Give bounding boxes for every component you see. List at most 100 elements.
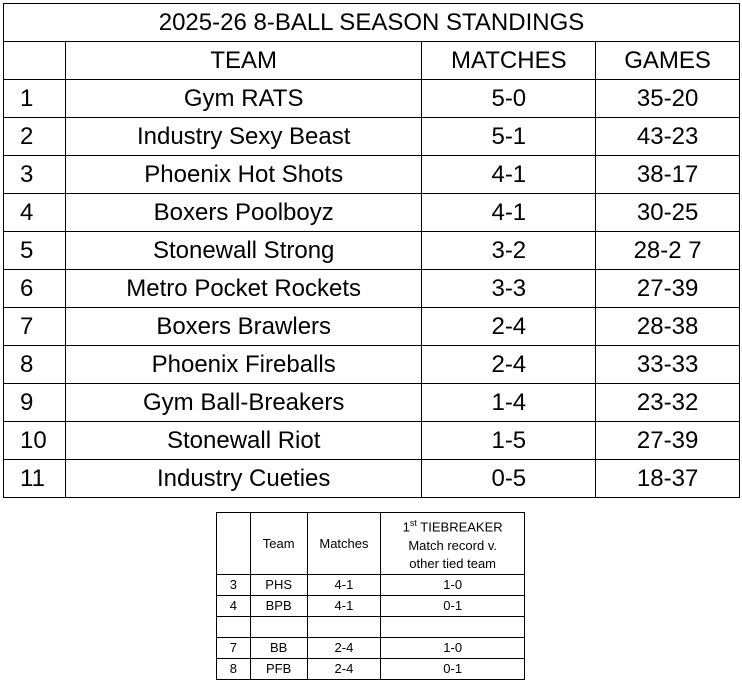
team-cell: Gym Ball-Breakers bbox=[64, 383, 423, 422]
team-cell: PHS bbox=[249, 574, 308, 596]
spacer-row bbox=[216, 616, 525, 638]
games-cell: 28-38 bbox=[595, 307, 740, 346]
games-cell: 33-33 bbox=[595, 345, 740, 384]
games-cell: 30-25 bbox=[595, 193, 740, 232]
table-title: 2025-26 8-BALL SEASON STANDINGS bbox=[3, 3, 740, 42]
standings-table: 2025-26 8-BALL SEASON STANDINGS TEAM MAT… bbox=[3, 3, 740, 498]
matches-cell: 1-5 bbox=[421, 421, 597, 460]
rank-cell: 4 bbox=[216, 595, 251, 617]
rank-cell: 7 bbox=[216, 637, 251, 659]
rank-cell: 9 bbox=[3, 383, 66, 422]
standings-row: 11 Industry Cueties 0-5 18-37 bbox=[3, 459, 740, 498]
team-cell: BPB bbox=[249, 595, 308, 617]
title-row: 2025-26 8-BALL SEASON STANDINGS bbox=[3, 3, 740, 42]
standings-row: 6 Metro Pocket Rockets 3-3 27-39 bbox=[3, 269, 740, 308]
tiebreaker-body: Team Matches 1st TIEBREAKER Match record… bbox=[216, 512, 525, 680]
team-cell: Boxers Poolboyz bbox=[64, 193, 423, 232]
standings-row: 3 Phoenix Hot Shots 4-1 38-17 bbox=[3, 155, 740, 194]
matches-cell: 3-2 bbox=[421, 231, 597, 270]
ordinal-suffix: st bbox=[409, 518, 417, 529]
tiebreaker-row: 3 PHS 4-1 1-0 bbox=[216, 574, 525, 596]
rank-cell: 7 bbox=[3, 307, 66, 346]
games-cell: 43-23 bbox=[595, 117, 740, 156]
matches-cell: 4-1 bbox=[306, 574, 382, 596]
header-text: other tied team bbox=[409, 555, 497, 571]
tiebreaker-row: 7 BB 2-4 1-0 bbox=[216, 637, 525, 659]
header-row: TEAM MATCHES GAMES bbox=[3, 41, 740, 80]
column-header: GAMES bbox=[595, 41, 740, 80]
rank-cell: 4 bbox=[3, 193, 66, 232]
tiebreaker-cell: 1-0 bbox=[380, 637, 525, 659]
games-cell: 35-20 bbox=[595, 79, 740, 118]
tiebreaker-table: Team Matches 1st TIEBREAKER Match record… bbox=[216, 512, 525, 680]
empty-cell bbox=[380, 616, 525, 638]
tiebreaker-cell: 1-0 bbox=[380, 574, 525, 596]
games-cell: 27-39 bbox=[595, 421, 740, 460]
column-header: TEAM bbox=[64, 41, 423, 80]
empty-cell bbox=[306, 616, 382, 638]
games-cell: 28-2 7 bbox=[595, 231, 740, 270]
games-cell: 38-17 bbox=[595, 155, 740, 194]
matches-cell: 5-1 bbox=[421, 117, 597, 156]
team-cell: Metro Pocket Rockets bbox=[64, 269, 423, 308]
team-cell: PFB bbox=[249, 658, 308, 680]
rank-cell: 10 bbox=[3, 421, 66, 460]
standings-body: 2025-26 8-BALL SEASON STANDINGS TEAM MAT… bbox=[3, 3, 740, 498]
standings-row: 9 Gym Ball-Breakers 1-4 23-32 bbox=[3, 383, 740, 422]
header-text: TIEBREAKER bbox=[420, 519, 503, 535]
rank-cell: 3 bbox=[3, 155, 66, 194]
team-cell: Boxers Brawlers bbox=[64, 307, 423, 346]
games-cell: 27-39 bbox=[595, 269, 740, 308]
team-cell: Industry Sexy Beast bbox=[64, 117, 423, 156]
tiebreaker-row: 4 BPB 4-1 0-1 bbox=[216, 595, 525, 617]
games-cell: 18-37 bbox=[595, 459, 740, 498]
matches-cell: 2-4 bbox=[306, 637, 382, 659]
empty-cell bbox=[216, 616, 251, 638]
standings-row: 5 Stonewall Strong 3-2 28-2 7 bbox=[3, 231, 740, 270]
standings-row: 2 Industry Sexy Beast 5-1 43-23 bbox=[3, 117, 740, 156]
standings-row: 10 Stonewall Riot 1-5 27-39 bbox=[3, 421, 740, 460]
team-cell: Phoenix Hot Shots bbox=[64, 155, 423, 194]
team-cell: Stonewall Strong bbox=[64, 231, 423, 270]
tiebreaker-cell: 0-1 bbox=[380, 595, 525, 617]
tiebreaker-cell: 0-1 bbox=[380, 658, 525, 680]
header-row: Team Matches 1st TIEBREAKER Match record… bbox=[216, 512, 525, 575]
tiebreaker-row: 8 PFB 2-4 0-1 bbox=[216, 658, 525, 680]
rank-cell: 6 bbox=[3, 269, 66, 308]
rank-cell: 8 bbox=[3, 345, 66, 384]
team-cell: Gym RATS bbox=[64, 79, 423, 118]
rank-cell: 3 bbox=[216, 574, 251, 596]
team-cell: BB bbox=[249, 637, 308, 659]
standings-row: 4 Boxers Poolboyz 4-1 30-25 bbox=[3, 193, 740, 232]
rank-cell: 1 bbox=[3, 79, 66, 118]
standings-row: 1 Gym RATS 5-0 35-20 bbox=[3, 79, 740, 118]
matches-cell: 1-4 bbox=[421, 383, 597, 422]
empty-cell bbox=[249, 616, 308, 638]
tiebreaker-header: 1st TIEBREAKER Match record v. other tie… bbox=[380, 512, 525, 575]
games-cell: 23-32 bbox=[595, 383, 740, 422]
matches-cell: 4-1 bbox=[421, 155, 597, 194]
team-cell: Industry Cueties bbox=[64, 459, 423, 498]
matches-cell: 5-0 bbox=[421, 79, 597, 118]
header-text: Match record v. bbox=[408, 537, 497, 553]
standings-row: 8 Phoenix Fireballs 2-4 33-33 bbox=[3, 345, 740, 384]
matches-cell: 2-4 bbox=[306, 658, 382, 680]
rank-header bbox=[216, 512, 251, 575]
column-header: MATCHES bbox=[421, 41, 597, 80]
column-header: Matches bbox=[306, 512, 382, 575]
rank-cell: 8 bbox=[216, 658, 251, 680]
column-header: Team bbox=[249, 512, 308, 575]
matches-cell: 2-4 bbox=[421, 345, 597, 384]
rank-cell: 2 bbox=[3, 117, 66, 156]
ordinal: 1 bbox=[402, 519, 410, 535]
rank-header bbox=[3, 41, 66, 80]
matches-cell: 4-1 bbox=[306, 595, 382, 617]
team-cell: Stonewall Riot bbox=[64, 421, 423, 460]
rank-cell: 5 bbox=[3, 231, 66, 270]
matches-cell: 2-4 bbox=[421, 307, 597, 346]
standings-row: 7 Boxers Brawlers 2-4 28-38 bbox=[3, 307, 740, 346]
rank-cell: 11 bbox=[3, 459, 66, 498]
matches-cell: 0-5 bbox=[421, 459, 597, 498]
team-cell: Phoenix Fireballs bbox=[64, 345, 423, 384]
